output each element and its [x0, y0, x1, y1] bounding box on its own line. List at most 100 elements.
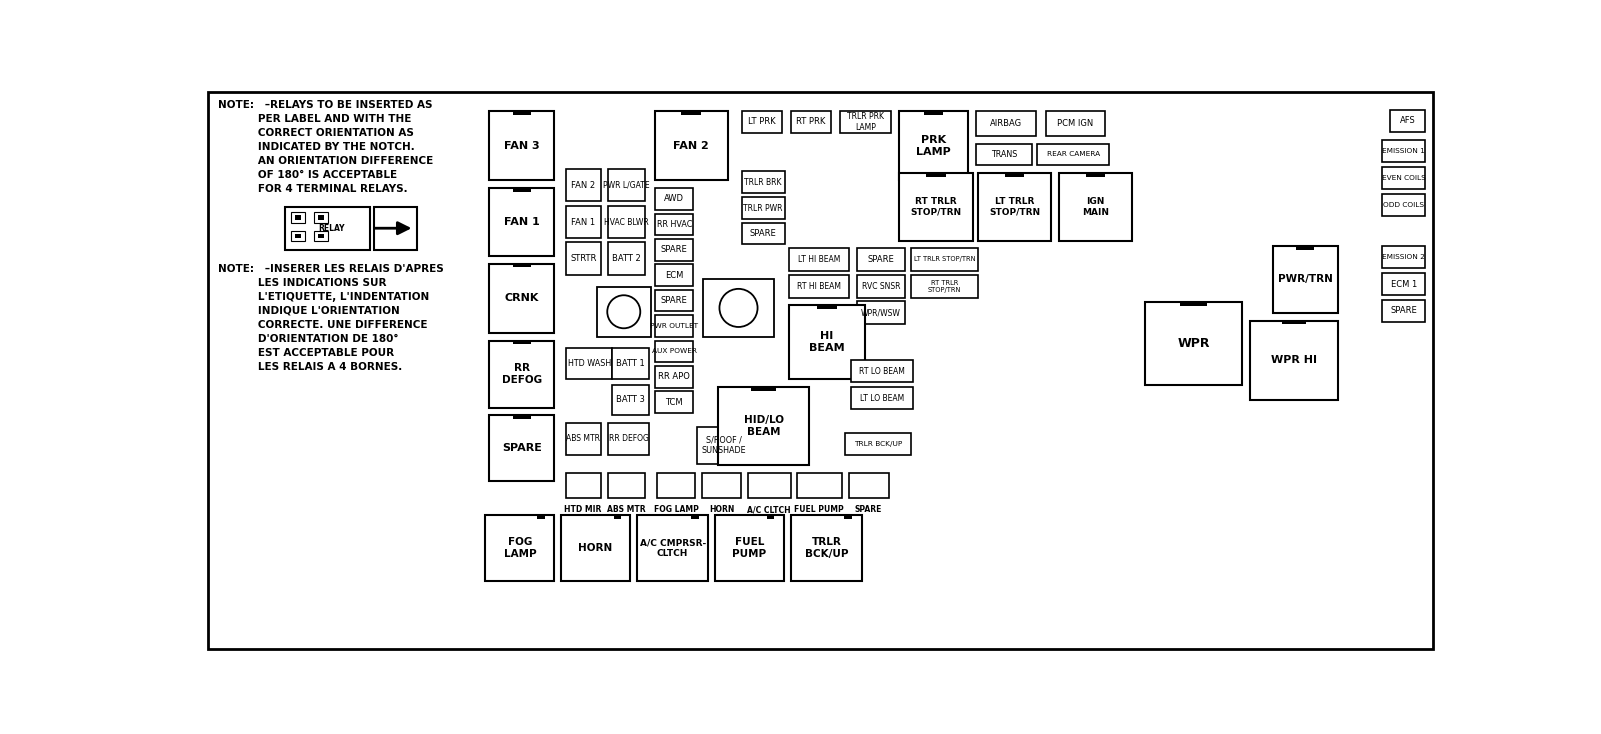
Text: PWR OUTLET: PWR OUTLET [650, 323, 698, 329]
Bar [1005, 172, 1025, 177]
Bar [485, 515, 554, 581]
Bar [1037, 144, 1109, 165]
Bar [488, 264, 554, 333]
Bar [512, 188, 530, 192]
Bar [567, 349, 612, 379]
Bar [597, 287, 650, 337]
Text: LT HI BEAM: LT HI BEAM [799, 255, 841, 264]
Text: ODD COILS: ODD COILS [1383, 202, 1425, 208]
Bar [319, 215, 325, 219]
Bar [857, 248, 905, 271]
Text: EMISSION 1: EMISSION 1 [1382, 148, 1425, 154]
Text: PRK
LAMP: PRK LAMP [916, 134, 951, 157]
Text: RT HI BEAM: RT HI BEAM [797, 282, 842, 291]
Text: CRNK: CRNK [504, 294, 540, 303]
Bar [925, 172, 946, 177]
Bar [741, 171, 784, 193]
Bar [538, 515, 544, 519]
Bar [703, 473, 741, 498]
Bar [751, 387, 776, 390]
Bar [655, 315, 693, 337]
Bar [608, 242, 645, 275]
Text: RT TRLR
STOP/TRN: RT TRLR STOP/TRN [929, 280, 961, 293]
Text: S/ROOF /
SUNSHADE: S/ROOF / SUNSHADE [701, 435, 746, 455]
Bar [560, 515, 629, 581]
Bar [844, 515, 852, 519]
Bar [797, 473, 842, 498]
Bar [656, 473, 695, 498]
Bar [767, 515, 775, 519]
Text: TRLR BCK/UP: TRLR BCK/UP [853, 441, 901, 447]
Text: SPARE: SPARE [661, 296, 687, 305]
Text: FAN 2: FAN 2 [572, 181, 596, 189]
Bar [924, 111, 943, 115]
Bar [857, 275, 905, 297]
Bar [1382, 273, 1425, 295]
Text: TRANS: TRANS [991, 150, 1017, 159]
Text: PCM IGN: PCM IGN [1057, 119, 1093, 128]
Text: BATT 2: BATT 2 [612, 254, 640, 263]
Bar [291, 230, 306, 241]
Bar [789, 275, 850, 297]
Bar [741, 111, 781, 133]
Bar [512, 264, 530, 267]
Text: NOTE:   –INSERER LES RELAIS D'APRES
           LES INDICATIONS SUR
           L': NOTE: –INSERER LES RELAIS D'APRES LES IN… [218, 264, 443, 371]
Text: SPARE: SPARE [855, 506, 882, 515]
Bar [319, 233, 325, 239]
Bar [567, 242, 600, 275]
Text: RELAY: RELAY [319, 224, 344, 233]
Text: WPR HI: WPR HI [1271, 355, 1316, 366]
Text: RR APO: RR APO [658, 372, 690, 382]
Text: STRTR: STRTR [570, 254, 597, 263]
Bar [898, 111, 969, 181]
Text: HVAC BLWR: HVAC BLWR [604, 217, 648, 227]
Text: RT PRK: RT PRK [796, 117, 826, 126]
Text: A/C CLTCH: A/C CLTCH [748, 506, 791, 515]
Bar [748, 473, 791, 498]
Text: NOTE:   –RELAYS TO BE INSERTED AS
           PER LABEL AND WITH THE
           C: NOTE: –RELAYS TO BE INSERTED AS PER LABE… [218, 100, 434, 194]
Bar [655, 214, 693, 235]
Text: ABS MTR: ABS MTR [607, 506, 645, 515]
Bar [1045, 111, 1105, 136]
Bar [789, 305, 865, 379]
Text: TRLR PRK
LAMP: TRLR PRK LAMP [847, 112, 884, 132]
Bar [567, 423, 600, 454]
Bar [1297, 246, 1314, 250]
Bar [841, 111, 892, 133]
Bar [911, 248, 978, 271]
Bar [1390, 109, 1425, 132]
Text: HTD WASH: HTD WASH [567, 359, 610, 368]
Polygon shape [482, 103, 1428, 642]
Text: RR DEFOG: RR DEFOG [608, 435, 648, 443]
Text: FAN 1: FAN 1 [572, 217, 596, 227]
Bar [314, 230, 328, 241]
Bar [291, 212, 306, 223]
Text: SPARE: SPARE [501, 443, 541, 453]
Bar [567, 206, 600, 239]
Text: LT PRK: LT PRK [748, 117, 775, 126]
Bar [682, 111, 701, 115]
Bar [898, 172, 972, 241]
Text: A/C CMPRSR-
CLTCH: A/C CMPRSR- CLTCH [639, 538, 706, 558]
Text: FUEL PUMP: FUEL PUMP [794, 506, 844, 515]
Text: TRLR PWR: TRLR PWR [743, 204, 783, 213]
Bar [655, 264, 693, 286]
Bar [612, 385, 648, 415]
Bar [655, 366, 693, 388]
Bar [719, 387, 809, 465]
Text: REAR CAMERA: REAR CAMERA [1047, 151, 1100, 157]
Bar [608, 423, 648, 454]
Bar [714, 515, 784, 581]
Bar [791, 515, 863, 581]
Bar [845, 433, 911, 455]
Text: PWR L/GATE: PWR L/GATE [604, 181, 650, 189]
Bar [295, 215, 301, 219]
Bar [849, 473, 890, 498]
Bar [703, 279, 773, 337]
Bar [817, 305, 837, 309]
Bar [655, 290, 693, 311]
Text: LT TRLR STOP/TRN: LT TRLR STOP/TRN [914, 256, 975, 263]
Text: AIRBAG: AIRBAG [989, 119, 1021, 128]
Text: PWR/TRN: PWR/TRN [1278, 275, 1332, 285]
Text: EMISSION 2: EMISSION 2 [1382, 254, 1425, 260]
